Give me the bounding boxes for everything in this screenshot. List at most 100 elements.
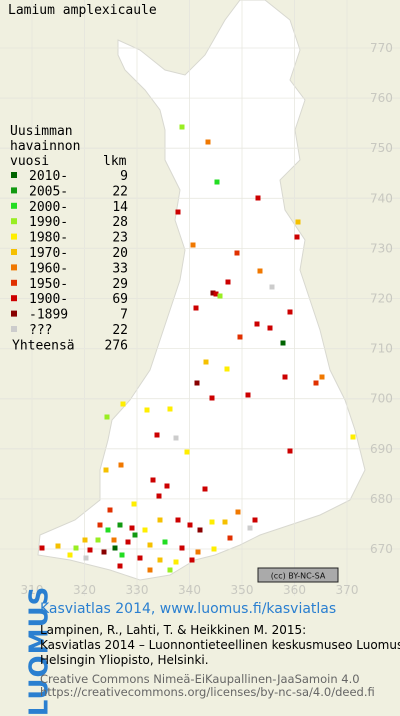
observation — [111, 537, 117, 543]
y-label: 710 — [370, 342, 393, 356]
observation — [97, 522, 103, 528]
observation — [225, 279, 231, 285]
observation — [205, 139, 211, 145]
observation — [255, 195, 261, 201]
observation — [203, 359, 209, 365]
observation — [189, 557, 195, 563]
y-label: 680 — [370, 492, 393, 506]
observation — [179, 124, 185, 130]
y-label: 700 — [370, 392, 393, 406]
observation — [119, 552, 125, 558]
observation — [280, 340, 286, 346]
observation — [350, 434, 356, 440]
observation — [144, 407, 150, 413]
observation — [105, 527, 111, 533]
legend: Uusimman havainnon vuosi lkm 2010- 9 2005-… — [10, 124, 128, 353]
observation — [137, 555, 143, 561]
observation — [190, 242, 196, 248]
observation — [282, 374, 288, 380]
license-badge-text[interactable]: (cc) BY-NC-SA — [271, 572, 326, 581]
y-label: 740 — [370, 191, 393, 205]
license-badge[interactable] — [257, 567, 339, 583]
site[interactable]: Kasviatlas 2014, www.luomus.fi/kasviatla… — [40, 601, 337, 617]
observation — [156, 493, 162, 499]
observation — [287, 448, 293, 454]
legend-count: 29 — [112, 277, 128, 292]
y-label: 750 — [370, 141, 393, 155]
legend-label: 1980- — [29, 231, 68, 246]
grid-overlay — [0, 0, 400, 596]
legend-count: 20 — [112, 246, 128, 261]
observation — [227, 535, 233, 541]
observation — [294, 234, 300, 240]
observation — [257, 268, 263, 274]
legend-swatch — [11, 233, 17, 240]
observation — [173, 559, 179, 565]
observation — [202, 486, 208, 492]
observation — [184, 449, 190, 455]
observation — [193, 305, 199, 311]
observation — [237, 334, 243, 340]
legend-label: 2010- — [29, 169, 68, 184]
observation — [267, 325, 273, 331]
legend-count: 9 — [120, 169, 128, 184]
legend-label: 2005- — [29, 184, 68, 199]
citation: Lampinen, R., Lahti, T. & Heikkinen M. 2… — [40, 623, 307, 637]
observation — [125, 539, 131, 545]
citation: Helsingin Yliopisto, Helsinki. — [40, 653, 209, 667]
observation — [224, 366, 230, 372]
observation — [142, 527, 148, 533]
observation — [175, 209, 181, 215]
legend-col: lkm — [103, 154, 127, 169]
observation — [157, 517, 163, 523]
observation — [235, 509, 241, 515]
legend-label: 1950- — [29, 277, 68, 292]
observation — [234, 250, 240, 256]
observation — [101, 549, 107, 555]
footer: LUOMUS Kasviatlas 2014, www.luomus.fi/ka… — [0, 586, 400, 716]
legend-count: 22 — [112, 323, 128, 338]
observation — [117, 522, 123, 528]
y-label: 690 — [370, 442, 393, 456]
observation — [162, 539, 168, 545]
observation — [83, 555, 89, 561]
observations — [39, 124, 356, 573]
observation — [154, 432, 160, 438]
observation — [73, 545, 79, 551]
observation — [167, 567, 173, 573]
observation — [132, 532, 138, 538]
map: Lamium amplexicaule 77076075074073072071… — [0, 0, 400, 596]
observation — [107, 507, 113, 513]
observation — [245, 392, 251, 398]
observation — [175, 517, 181, 523]
legend-count: 23 — [112, 231, 128, 246]
observation — [197, 527, 203, 533]
legend-swatch — [11, 249, 17, 255]
legend-label: ??? — [29, 323, 52, 338]
legend-swatch — [11, 187, 17, 194]
observation — [319, 374, 325, 380]
legend-label: 2000- — [29, 200, 68, 215]
observation — [117, 563, 123, 569]
y-label: 730 — [370, 241, 393, 255]
legend-count: 28 — [112, 215, 128, 230]
observation — [112, 545, 118, 551]
license-url[interactable]: https://creativecommons.org/licenses/by-… — [40, 685, 375, 699]
observation — [103, 467, 109, 473]
legend-label: 1990- — [29, 215, 68, 230]
observation — [269, 284, 275, 290]
observation — [104, 414, 110, 420]
observation — [179, 545, 185, 551]
observation — [164, 483, 170, 489]
observation — [210, 290, 216, 296]
license-text: Creative Commons Nimeä-EiKaupallinen-Jaa… — [40, 672, 360, 686]
y-label: 670 — [370, 542, 393, 556]
citation: Kasviatlas 2014 – Luonnontieteellinen ke… — [40, 638, 400, 652]
observation — [287, 309, 293, 315]
y-labels: 770 760 750 740 730 720 710 700 690 680 670 — [370, 41, 393, 556]
observation — [194, 380, 200, 386]
legend-total: 276 — [105, 338, 128, 353]
legend-label: 1900- — [29, 292, 68, 307]
legend-label: 1970- — [29, 246, 68, 261]
